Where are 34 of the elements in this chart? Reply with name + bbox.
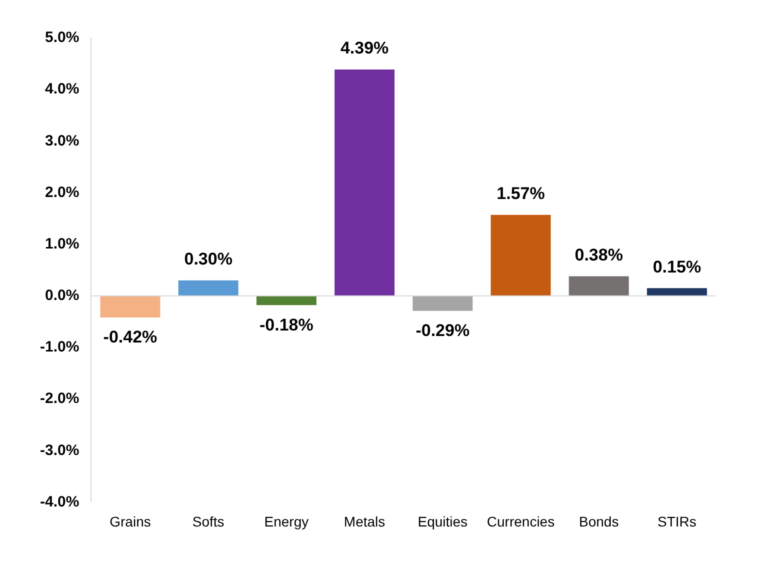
bar [256,296,316,306]
y-tick-label: -4.0% [40,493,80,510]
x-tick-label: Metals [344,513,386,530]
bar [334,69,395,296]
y-tick-label: -1.0% [40,338,80,356]
bar [178,280,238,296]
y-tick-label: 5.0% [44,29,80,46]
x-tick-label: Energy [264,513,309,530]
y-tick-label: 4.0% [44,80,80,98]
data-label: 0.15% [652,257,702,276]
x-tick-label: Currencies [486,513,555,530]
data-label: -0.18% [260,315,314,334]
x-tick-label: Softs [192,513,224,530]
data-label: -0.29% [416,321,470,340]
x-tick-label: Grains [110,513,151,530]
bar [412,296,473,311]
y-tick-label: -3.0% [40,442,80,459]
y-tick-label: 2.0% [44,184,80,201]
data-label: 4.39% [340,38,389,58]
bar [100,296,160,318]
data-label: -0.42% [103,328,158,347]
data-label: 0.30% [184,250,232,269]
x-tick-label: STIRs [658,513,696,530]
x-tick-label: Bonds [578,513,619,530]
y-tick-label: 1.0% [44,235,80,252]
y-tick-label: 3.0% [44,132,80,150]
data-label: 0.38% [574,245,623,264]
x-tick-label: Equities [418,513,468,530]
y-tick-label: 0.0% [44,287,80,304]
bar [490,214,551,296]
y-tick-label: -2.0% [40,390,80,408]
bar [646,288,707,296]
bar [568,276,629,296]
data-label: 1.57% [496,184,545,204]
